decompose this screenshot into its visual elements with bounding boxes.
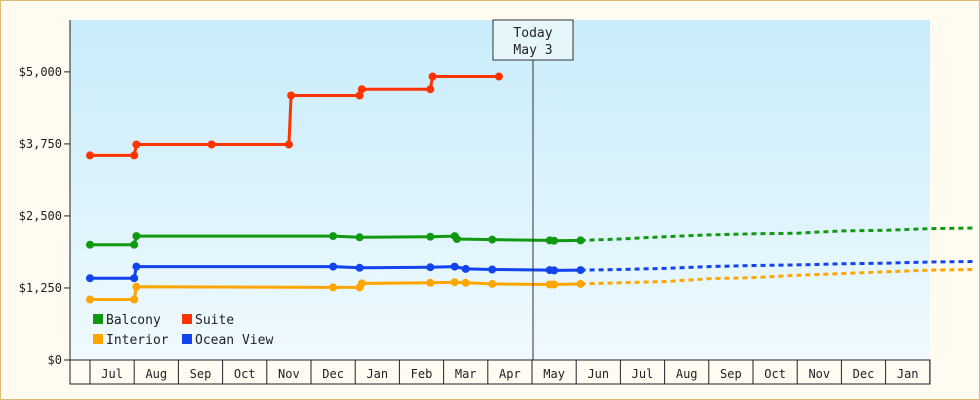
x-tick-label: Jan (897, 367, 919, 381)
data-point-balcony (452, 235, 461, 243)
legend-label-balcony: Balcony (106, 313, 161, 328)
data-point-interior (450, 278, 459, 287)
data-point-interior (357, 279, 366, 288)
data-point-suite (132, 140, 141, 149)
data-point-interior (550, 280, 559, 289)
data-point-interior (488, 279, 497, 288)
legend-swatch-ocean-view (182, 334, 192, 344)
plot-area (70, 20, 930, 360)
x-tick-label: Jul (101, 367, 123, 381)
y-tick-label: $0 (48, 353, 62, 367)
x-tick-label: Nov (278, 367, 300, 381)
x-tick-label: Jan (366, 367, 388, 381)
data-point-balcony (576, 236, 585, 245)
data-point-ocean-view (130, 274, 139, 283)
series-ocean-view (86, 260, 975, 283)
x-tick-label: Jul (632, 367, 654, 381)
x-tick-label: Oct (234, 367, 256, 381)
x-tick-label: Aug (676, 367, 698, 381)
today-marker: Today May 3 (492, 19, 574, 360)
data-point-ocean-view (426, 263, 435, 272)
data-point-interior (329, 283, 338, 292)
forecast-line-balcony (580, 226, 975, 242)
data-point-suite (287, 91, 296, 100)
data-point-suite (130, 151, 139, 160)
x-tick-label: Oct (764, 367, 786, 381)
series-suite (86, 72, 503, 160)
series-balcony (86, 226, 975, 249)
axes: $0 $1,250 $2,500 $3,750 $5,000 Jul Aug Sep Oct No… (19, 20, 931, 385)
data-point-balcony (86, 240, 94, 249)
data-point-suite (426, 85, 435, 94)
y-tick-label: $1,250 (19, 281, 62, 295)
plot-background (70, 20, 930, 360)
x-tick-label: Aug (145, 367, 167, 381)
legend-swatch-suite (182, 314, 192, 324)
data-point-suite (207, 140, 216, 149)
data-point-interior (426, 278, 435, 287)
data-point-ocean-view (461, 264, 470, 273)
x-tick-label: Feb (411, 367, 433, 381)
y-tick-label: $5,000 (19, 65, 62, 79)
forecast-line-interior (580, 268, 975, 286)
data-point-balcony (130, 240, 139, 249)
data-point-interior (130, 295, 139, 304)
today-label: Today (513, 26, 552, 41)
forecast-line-ocean-view (580, 260, 975, 272)
legend-label-suite: Suite (195, 313, 234, 328)
data-point-ocean-view (450, 262, 459, 271)
data-point-ocean-view (550, 266, 559, 275)
data-point-balcony (355, 233, 364, 242)
data-point-balcony (550, 236, 559, 245)
data-point-interior (461, 278, 470, 287)
data-point-balcony (132, 232, 141, 241)
data-point-ocean-view (86, 274, 94, 283)
data-point-suite (355, 91, 364, 100)
legend: Balcony Suite Interior Ocean View (93, 313, 273, 348)
data-point-suite (86, 151, 94, 160)
data-point-ocean-view (576, 266, 585, 275)
today-label: May 3 (513, 43, 552, 58)
x-tick-label: Mar (455, 367, 477, 381)
data-point-ocean-view (132, 262, 141, 271)
data-point-interior (576, 279, 585, 288)
legend-label-ocean-view: Ocean View (195, 333, 273, 348)
data-point-suite (428, 72, 437, 81)
legend-label-interior: Interior (106, 333, 169, 348)
x-tick-label: Apr (499, 367, 521, 381)
data-point-suite (284, 140, 293, 149)
x-tick-label: May (543, 367, 565, 381)
y-tick-label: $2,500 (19, 209, 62, 223)
x-tick-label: Dec (322, 367, 344, 381)
today-box (492, 19, 574, 61)
data-point-ocean-view (329, 262, 338, 271)
x-tick-label: Dec (853, 367, 875, 381)
data-point-interior (86, 295, 94, 304)
x-tick-label: Sep (190, 367, 212, 381)
data-point-ocean-view (488, 265, 497, 274)
y-tick-label: $3,750 (19, 137, 62, 151)
x-tick-label: Jun (587, 367, 609, 381)
x-tick-label: Sep (720, 367, 742, 381)
legend-swatch-balcony (93, 314, 103, 324)
data-point-balcony (488, 235, 497, 244)
data-point-ocean-view (355, 263, 364, 272)
x-axis-band (69, 359, 931, 385)
legend-swatch-interior (93, 334, 103, 344)
x-tick-label: Nov (808, 367, 830, 381)
series-interior (86, 268, 975, 304)
data-point-balcony (329, 232, 338, 241)
series-lines (86, 72, 975, 304)
data-point-balcony (426, 232, 435, 241)
data-point-suite (494, 72, 503, 81)
data-point-interior (132, 282, 141, 291)
data-point-suite (357, 85, 366, 94)
